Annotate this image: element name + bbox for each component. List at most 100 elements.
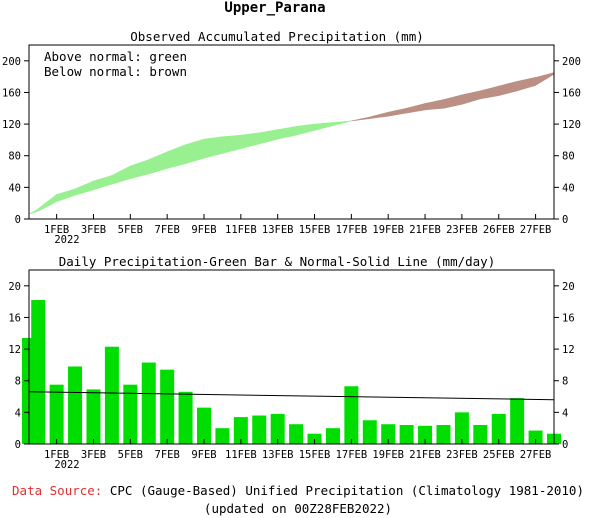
daily-xtick-label-5: 11FEB <box>225 449 257 461</box>
daily-bar-11 <box>215 428 230 444</box>
accum-ytick-label-left-0: 0 <box>15 214 21 226</box>
accum-band-segment-3-0 <box>74 180 94 196</box>
accum-band-segment-17-0 <box>332 120 352 127</box>
daily-x-year-label: 2022 <box>54 459 79 471</box>
daily-bar-17 <box>325 428 340 444</box>
daily-ytick-label-left-1: 4 <box>15 407 21 419</box>
accum-band-segment-28-0 <box>535 72 555 86</box>
daily-ytick-label-right-0: 0 <box>562 439 568 451</box>
page-title: Upper_Parana <box>224 0 325 16</box>
accum-plot-frame <box>28 44 555 220</box>
data-source-text: CPC (Gauge-Based) Unified Precipitation … <box>110 483 584 498</box>
daily-bar-22 <box>418 425 433 444</box>
daily-bar-27 <box>510 398 525 444</box>
accum-legend-below: Below normal: brown <box>44 64 187 79</box>
daily-bar-23 <box>436 425 451 444</box>
daily-normal-line <box>28 391 555 401</box>
daily-bar-19 <box>362 420 377 444</box>
daily-bar-4 <box>86 389 101 444</box>
accum-xtick-label-12: 26FEB <box>483 224 515 236</box>
daily-ytick-label-left-4: 16 <box>8 312 21 324</box>
accum-band-segment-21-0 <box>406 103 426 114</box>
daily-xtick-label-12: 25FEB <box>483 449 515 461</box>
daily-ytick-label-right-5: 20 <box>562 281 575 293</box>
accum-band-segment-7-0 <box>148 151 168 175</box>
accum-xtick-label-8: 17FEB <box>336 224 368 236</box>
accum-xtick-label-0: 1FEB <box>44 224 69 236</box>
accum-xtick-label-6: 13FEB <box>262 224 294 236</box>
daily-bar-24 <box>454 412 469 444</box>
daily-ytick-label-left-3: 12 <box>8 344 21 356</box>
daily-bar-14 <box>270 413 285 444</box>
updated-note: (updated on 00Z28FEB2022) <box>204 501 392 516</box>
accum-ytick-label-left-1: 40 <box>8 182 21 194</box>
accum-xtick-label-1: 3FEB <box>81 224 106 236</box>
daily-bar-13 <box>252 415 267 444</box>
accum-chart-title: Observed Accumulated Precipitation (mm) <box>130 29 424 44</box>
accum-band-segment-16-0 <box>314 122 334 131</box>
accum-band-segment-26-0 <box>498 80 518 97</box>
accum-ytick-label-left-5: 200 <box>2 56 21 68</box>
accum-band-segment-10-0 <box>203 136 223 159</box>
accum-ytick-label-right-2: 80 <box>562 151 575 163</box>
daily-xtick-label-2: 5FEB <box>118 449 143 461</box>
daily-bar-28 <box>528 430 543 444</box>
daily-ytick-label-right-1: 4 <box>562 407 568 419</box>
accum-xtick-label-9: 19FEB <box>372 224 404 236</box>
daily-bar-18 <box>344 386 359 444</box>
daily-xtick-label-3: 7FEB <box>155 449 180 461</box>
accum-ytick-label-right-0: 0 <box>562 214 568 226</box>
accum-band-segment-24-0 <box>461 90 481 105</box>
daily-chart-title: Daily Precipitation-Green Bar & Normal-S… <box>59 254 496 269</box>
accum-band-segment-8-0 <box>166 144 186 169</box>
data-source-line: Data Source: CPC (Gauge-Based) Unified P… <box>12 483 584 498</box>
daily-ytick-label-left-2: 8 <box>15 376 21 388</box>
accum-band-segment-1-0 <box>37 193 57 212</box>
daily-ytick-label-left-5: 20 <box>8 281 21 293</box>
daily-ytick-label-left-0: 0 <box>15 439 21 451</box>
daily-xtick-label-7: 15FEB <box>299 449 331 461</box>
accum-xtick-label-10: 21FEB <box>409 224 441 236</box>
accum-band-segment-23-0 <box>443 94 463 109</box>
accum-ytick-label-right-4: 160 <box>562 87 581 99</box>
daily-ytick-label-right-4: 16 <box>562 312 575 324</box>
daily-bar-1 <box>31 300 46 444</box>
accum-band-segment-25-0 <box>480 85 500 100</box>
daily-plot-frame <box>28 269 555 445</box>
daily-bar-10 <box>197 407 211 444</box>
daily-ytick-label-right-3: 12 <box>562 344 575 356</box>
daily-bar-12 <box>233 417 248 444</box>
daily-xtick-label-1: 3FEB <box>81 449 106 461</box>
accum-band-segment-13-0 <box>258 129 278 145</box>
daily-xtick-label-11: 23FEB <box>446 449 478 461</box>
daily-bar-7 <box>141 362 156 444</box>
accum-ytick-label-right-1: 40 <box>562 182 575 194</box>
accum-xtick-label-3: 7FEB <box>155 224 180 236</box>
accum-ytick-label-left-3: 120 <box>2 119 21 131</box>
accum-band-segment-4-0 <box>93 175 113 191</box>
daily-bar-6 <box>123 384 138 444</box>
accum-band-segment-11-0 <box>222 134 242 154</box>
accum-band-segment-18-0 <box>351 116 371 122</box>
accum-xtick-label-5: 11FEB <box>225 224 257 236</box>
daily-xtick-label-6: 13FEB <box>262 449 294 461</box>
accum-band-segment-14-0 <box>277 126 297 140</box>
daily-xtick-label-13: 27FEB <box>520 449 552 461</box>
accum-ytick-label-right-5: 200 <box>562 56 581 68</box>
daily-bar-2 <box>49 384 64 444</box>
accum-band-segment-6-0 <box>130 159 150 180</box>
accum-band-segment-27-0 <box>516 77 536 92</box>
daily-xtick-label-4: 9FEB <box>191 449 216 461</box>
daily-xtick-label-8: 17FEB <box>336 449 368 461</box>
accum-band-segment-19-0 <box>369 111 389 119</box>
accum-band-segment-2-0 <box>56 188 76 203</box>
daily-bar-5 <box>104 346 119 444</box>
accum-xtick-label-4: 9FEB <box>191 224 216 236</box>
daily-ytick-label-right-2: 8 <box>562 376 568 388</box>
accum-xtick-label-13: 27FEB <box>520 224 552 236</box>
data-source-label: Data Source: <box>12 483 102 498</box>
accum-ytick-label-right-3: 120 <box>562 119 581 131</box>
accum-xtick-label-11: 23FEB <box>446 224 478 236</box>
daily-bar-3 <box>68 366 83 444</box>
